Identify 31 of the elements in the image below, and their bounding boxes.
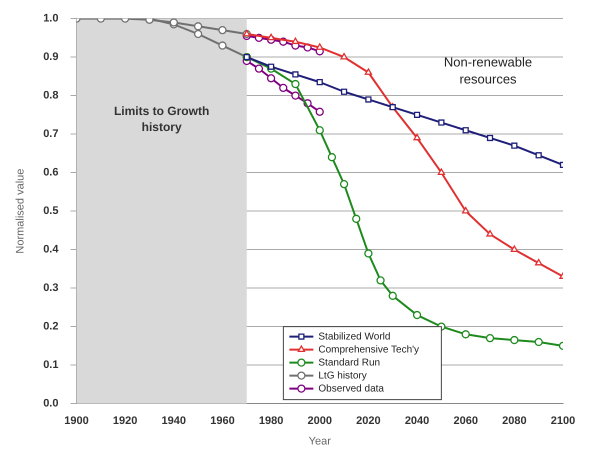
y-tick-label: 0.7 — [43, 128, 58, 140]
annotation: Non-renewable resources — [444, 54, 532, 87]
x-tick-label: 1960 — [210, 415, 235, 428]
y-tick-label: 0.0 — [43, 398, 58, 410]
x-tick-label: 2080 — [502, 415, 527, 428]
y-tick-label: 0.3 — [43, 282, 58, 294]
y-tick-label: 0.6 — [43, 166, 58, 179]
y-tick-label: 0.9 — [43, 51, 58, 64]
y-tick-label: 0.2 — [43, 320, 58, 333]
legend-label: Comprehensive Tech'y — [318, 344, 420, 356]
y-tick-label: 0.5 — [43, 205, 58, 218]
y-tick-label: 1.0 — [43, 12, 58, 25]
x-axis-title: Year — [308, 435, 332, 448]
x-tick-label: 1920 — [112, 415, 138, 428]
x-tick-label: 2000 — [308, 415, 332, 428]
x-tick-label: 1940 — [162, 415, 186, 428]
y-tick-label: 0.8 — [43, 90, 58, 102]
legend-label: Stabilized World — [318, 331, 390, 342]
y-axis-title: Normalised value — [14, 168, 27, 254]
x-tick-label: 2040 — [404, 415, 430, 428]
x-tick-label: 1900 — [64, 415, 89, 428]
legend-label: LtG history — [318, 370, 367, 382]
x-tick-label: 2060 — [453, 415, 478, 428]
legend-label: Observed data — [318, 383, 384, 394]
legend-label: Standard Run — [318, 357, 380, 368]
y-tick-label: 0.1 — [43, 359, 58, 372]
band-label: Limits to Growth history — [114, 104, 210, 134]
x-tick-label: 2100 — [550, 415, 576, 428]
y-tick-label: 0.4 — [43, 244, 60, 256]
x-tick-label: 2020 — [356, 415, 381, 428]
x-tick-label: 1980 — [258, 415, 284, 428]
